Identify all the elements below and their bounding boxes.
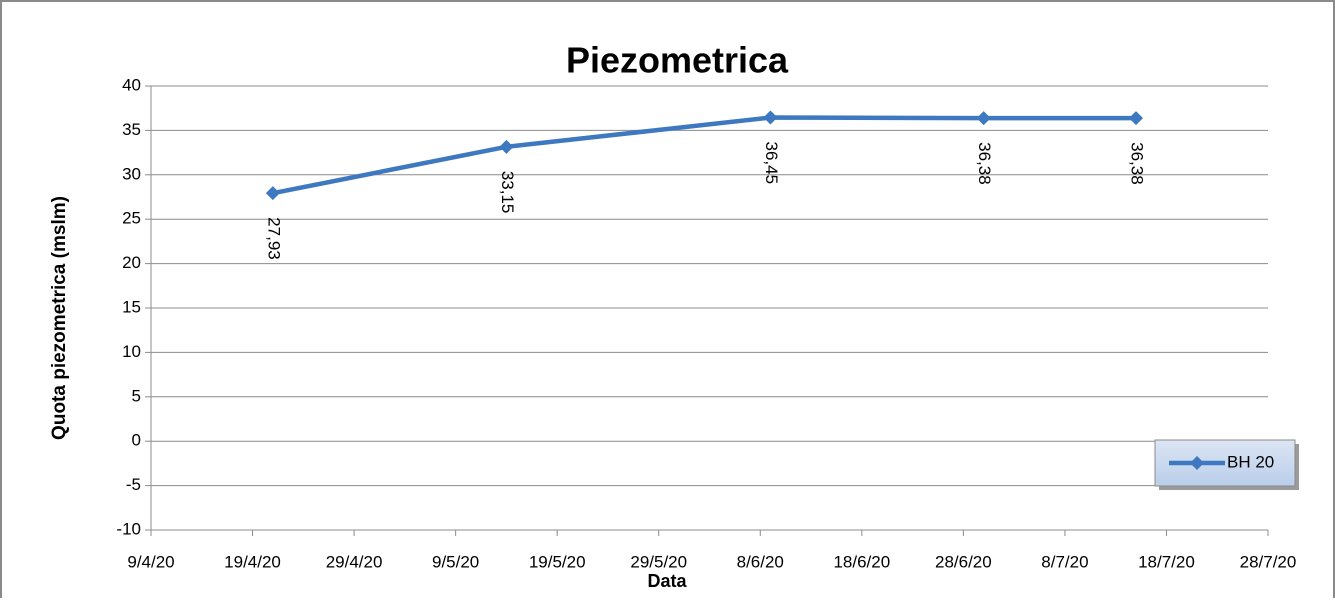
y-tick-label: 25 — [122, 209, 141, 228]
x-tick-label: 29/4/20 — [326, 552, 383, 571]
data-label: 33,15 — [498, 171, 517, 214]
y-tick-label: 20 — [122, 253, 141, 272]
x-tick-label: 9/5/20 — [432, 552, 479, 571]
x-tick-label: 8/7/20 — [1041, 552, 1088, 571]
legend-label: BH 20 — [1227, 452, 1274, 471]
legend-marker — [1190, 456, 1204, 470]
data-label: 36,38 — [975, 142, 994, 185]
x-tick-label: 19/5/20 — [529, 552, 586, 571]
y-tick-label: 30 — [122, 164, 141, 183]
data-point — [1128, 111, 1143, 126]
y-tick-label: 0 — [132, 431, 141, 450]
y-tick-label: 10 — [122, 342, 141, 361]
y-tick-label: -5 — [126, 475, 141, 494]
x-tick-label: 28/6/20 — [935, 552, 992, 571]
y-axis-label: Quota piezometrica (mslm) — [49, 196, 70, 440]
data-label: 36,38 — [1128, 142, 1147, 185]
y-tick-label: -10 — [116, 519, 141, 538]
data-label: 27,93 — [264, 217, 283, 260]
data-point — [976, 111, 991, 126]
chart-title: Piezometrica — [566, 40, 789, 81]
x-axis-label: Data — [647, 571, 687, 591]
data-point — [763, 110, 778, 125]
x-tick-label: 19/4/20 — [224, 552, 281, 571]
y-tick-label: 35 — [122, 120, 141, 139]
y-tick-label: 40 — [122, 75, 141, 94]
data-point — [265, 186, 280, 201]
x-tick-label: 28/7/20 — [1240, 552, 1297, 571]
x-tick-label: 18/7/20 — [1138, 552, 1195, 571]
y-tick-label: 5 — [132, 386, 141, 405]
x-tick-label: 9/4/20 — [127, 552, 174, 571]
data-point — [499, 139, 514, 154]
x-tick-label: 18/6/20 — [833, 552, 890, 571]
data-label: 36,45 — [762, 142, 781, 185]
x-tick-label: 8/6/20 — [737, 552, 784, 571]
x-tick-label: 29/5/20 — [630, 552, 687, 571]
y-tick-label: 15 — [122, 297, 141, 316]
